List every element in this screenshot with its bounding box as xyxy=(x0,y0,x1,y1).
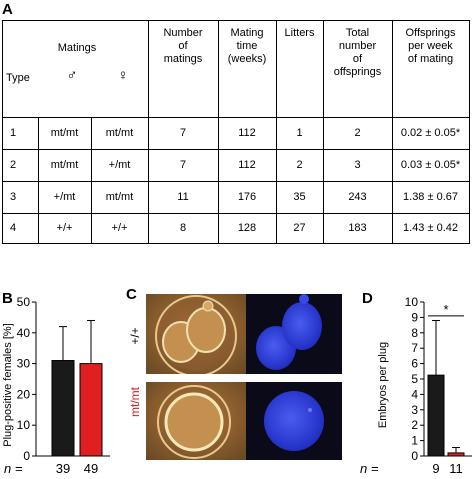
male-symbol: ♂ xyxy=(66,67,78,84)
row-female: +/+ xyxy=(111,222,128,234)
label-mutant: mt/mt xyxy=(128,386,142,417)
row-time: 176 xyxy=(237,191,257,203)
chart-b-ytick-label: 50 xyxy=(17,295,31,309)
chart-b-n-value: 49 xyxy=(84,461,98,476)
chart-b-n-label: n = xyxy=(4,461,23,476)
panel-d-letter: D xyxy=(362,290,373,307)
female-symbol: ♀ xyxy=(117,67,129,84)
chart-d-ytick-label: 10 xyxy=(405,295,419,309)
row-male: +/mt xyxy=(53,191,76,203)
chart-b-bar xyxy=(51,360,75,457)
row-total: 2 xyxy=(354,127,361,139)
chart-b: Plug-positive females [%] n = 0 10 20 30 40 5… xyxy=(2,295,110,476)
row-female: +/mt xyxy=(108,159,131,171)
chart-b-ylabel: Plug-positive females [%] xyxy=(2,323,14,447)
phase-contrast-image-mutant xyxy=(146,382,246,460)
row-type: 3 xyxy=(10,191,17,203)
chart-b-ytick-label: 0 xyxy=(23,449,30,463)
chart-d-ytick-label: 9 xyxy=(411,310,418,324)
chart-b-ytick-label: 10 xyxy=(17,418,31,432)
panel-c-letter: C xyxy=(126,286,137,303)
row-male: mt/mt xyxy=(50,159,79,171)
chart-d-ytick-label: 6 xyxy=(411,357,418,371)
row-per-week: 1.38 ± 0.67 xyxy=(403,191,458,203)
chart-d-n-value: 11 xyxy=(449,461,463,476)
fluorescence-image-wildtype xyxy=(246,294,342,374)
row-type: 1 xyxy=(10,127,17,139)
header-number-of-matings: Number of matings xyxy=(163,27,203,65)
chart-d-n-label: n = xyxy=(360,461,379,476)
chart-d-ytick-label: 8 xyxy=(411,326,418,340)
row-female: mt/mt xyxy=(105,191,134,203)
panel-a-letter: A xyxy=(2,1,13,18)
chart-d-ytick-label: 2 xyxy=(411,418,418,432)
row-per-week: 1.43 ± 0.42 xyxy=(403,222,458,234)
label-wildtype: +/+ xyxy=(128,327,142,344)
header-total-offsprings: Total number of offsprings xyxy=(333,27,382,78)
chart-d-bar xyxy=(447,452,465,457)
micrograph-panel: +/+ mt/mt xyxy=(128,294,342,460)
row-type: 4 xyxy=(10,222,17,234)
row-litters: 35 xyxy=(293,191,306,203)
chart-d-ylabel: Embryos per plug xyxy=(377,342,389,428)
phase-contrast-image-wildtype xyxy=(146,294,246,377)
row-time: 112 xyxy=(238,127,256,139)
row-per-week: 0.03 ± 0.05* xyxy=(400,159,461,171)
chart-b-ytick-label: 20 xyxy=(17,387,31,401)
row-total: 3 xyxy=(354,159,361,171)
row-litters: 1 xyxy=(296,127,303,139)
chart-d-ytick-label: 1 xyxy=(411,434,418,448)
chart-d-ytick-label: 3 xyxy=(411,403,418,417)
chart-b-ytick-label: 40 xyxy=(17,326,31,340)
row-matings: 8 xyxy=(179,222,187,234)
chart-d-bar xyxy=(427,374,445,457)
chart-b-ytick-label: 30 xyxy=(17,357,31,371)
header-matings: Matings xyxy=(57,42,97,54)
header-type: Type xyxy=(6,72,30,84)
row-total: 183 xyxy=(348,222,367,234)
row-matings: 7 xyxy=(179,159,187,171)
chart-b-n-value: 39 xyxy=(56,461,70,476)
row-type: 2 xyxy=(10,159,17,171)
row-male: mt/mt xyxy=(50,127,79,139)
chart-b-bar xyxy=(79,363,103,457)
row-litters: 27 xyxy=(293,222,306,234)
fluorescence-image-mutant xyxy=(246,382,342,460)
matings-table: Matings Type ♂ ♀ Number of matings Matin… xyxy=(2,20,470,244)
row-female: mt/mt xyxy=(105,127,134,139)
row-time: 112 xyxy=(238,159,256,171)
header-litters: Litters xyxy=(284,27,315,39)
row-per-week: 0.02 ± 0.05* xyxy=(400,127,461,139)
row-matings: 11 xyxy=(177,191,189,203)
panel-b-letter: B xyxy=(2,290,13,307)
row-matings: 7 xyxy=(179,127,187,139)
row-male: +/+ xyxy=(56,222,73,234)
header-offsprings-per-week: Offsprings per week of mating xyxy=(405,27,456,65)
chart-d-ytick-label: 0 xyxy=(411,449,418,463)
chart-d-ytick-label: 5 xyxy=(411,372,418,386)
chart-d-ytick-label: 4 xyxy=(411,387,418,401)
chart-d-n-value: 9 xyxy=(432,461,439,476)
chart-d-ytick-label: 7 xyxy=(411,341,418,355)
chart-d-significance-star: * xyxy=(443,302,448,317)
row-total: 243 xyxy=(348,191,367,203)
header-mating-time: Mating time (weeks) xyxy=(227,27,267,65)
row-litters: 2 xyxy=(296,159,303,171)
row-time: 128 xyxy=(237,222,257,234)
